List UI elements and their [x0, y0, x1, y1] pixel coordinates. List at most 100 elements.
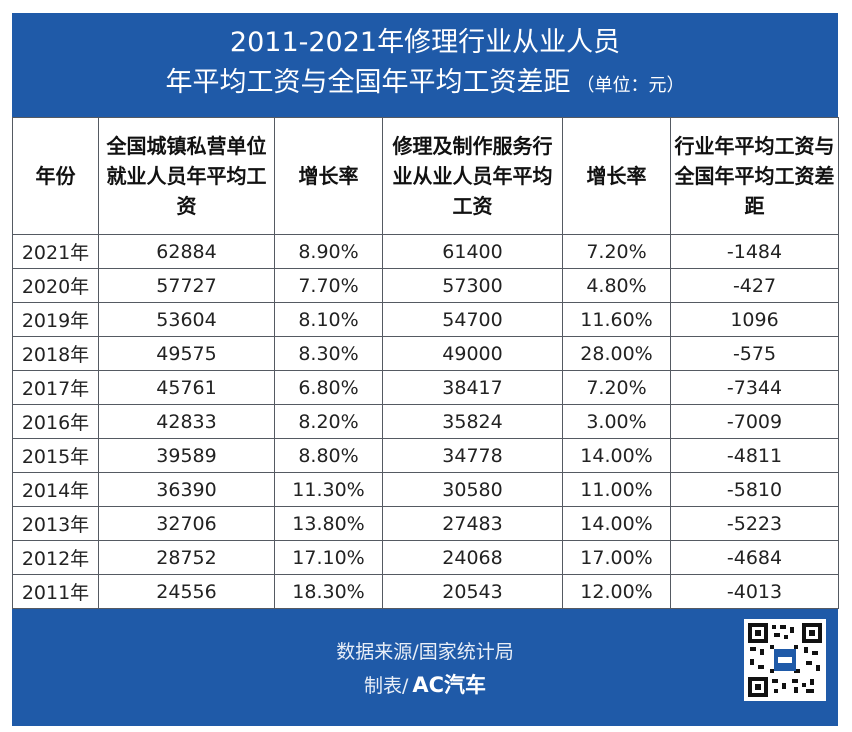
qr-code-graphic [748, 623, 822, 697]
cell-national-salary: 53604 [98, 302, 275, 337]
cell-repair-salary: 24068 [382, 540, 563, 575]
cell-repair-growth: 11.60% [562, 302, 671, 337]
cell-national-growth: 8.20% [274, 404, 383, 439]
cell-year: 2020年 [12, 268, 99, 303]
table-row: 2015年 39589 8.80% 34778 14.00% -4811 [12, 438, 839, 473]
cell-repair-salary: 61400 [382, 234, 563, 269]
table-row: 2017年 45761 6.80% 38417 7.20% -7344 [12, 370, 839, 405]
cell-national-growth: 18.30% [274, 574, 383, 609]
cell-repair-salary: 30580 [382, 472, 563, 507]
cell-national-salary: 49575 [98, 336, 275, 371]
title-line-1: 2011-2021年修理行业从业人员 [229, 27, 621, 58]
table-row: 2014年 36390 11.30% 30580 11.00% -5810 [12, 472, 839, 507]
page-title: 2011-2021年修理行业从业人员 年平均工资与全国年平均工资差距 （单位：元） [12, 23, 838, 106]
cell-year: 2016年 [12, 404, 99, 439]
cell-repair-salary: 38417 [382, 370, 563, 405]
cell-national-growth: 8.30% [274, 336, 383, 371]
table-row: 2018年 49575 8.30% 49000 28.00% -575 [12, 336, 839, 371]
table-header-row: 年份 全国城镇私营单位就业人员年平均工资 增长率 修理及制作服务行业从业人员年平… [12, 117, 839, 235]
title-line-2-text: 年平均工资与全国年平均工资差距 [165, 67, 571, 98]
cell-gap: -427 [670, 268, 839, 303]
cell-national-salary: 32706 [98, 506, 275, 541]
cell-gap: -5810 [670, 472, 839, 507]
cell-gap: -7009 [670, 404, 839, 439]
header-repair-growth: 增长率 [562, 117, 671, 235]
header-repair-salary: 修理及制作服务行业从业人员年平均工资 [382, 117, 563, 235]
cell-year: 2011年 [12, 574, 99, 609]
cell-year: 2021年 [12, 234, 99, 269]
table-row: 2021年 62884 8.90% 61400 7.20% -1484 [12, 234, 839, 269]
table-row: 2012年 28752 17.10% 24068 17.00% -4684 [12, 540, 839, 575]
cell-repair-salary: 57300 [382, 268, 563, 303]
cell-national-growth: 11.30% [274, 472, 383, 507]
cell-repair-salary: 35824 [382, 404, 563, 439]
data-table-container: 年份 全国城镇私营单位就业人员年平均工资 增长率 修理及制作服务行业从业人员年平… [12, 117, 839, 609]
cell-gap: -7344 [670, 370, 839, 405]
header-gap: 行业年平均工资与全国年平均工资差距 [670, 117, 839, 235]
header-national-salary: 全国城镇私营单位就业人员年平均工资 [98, 117, 275, 235]
cell-national-growth: 8.80% [274, 438, 383, 473]
cell-repair-growth: 28.00% [562, 336, 671, 371]
cell-gap: -5223 [670, 506, 839, 541]
cell-national-growth: 17.10% [274, 540, 383, 575]
cell-gap: -4684 [670, 540, 839, 575]
cell-national-growth: 8.90% [274, 234, 383, 269]
cell-year: 2015年 [12, 438, 99, 473]
header-national-growth: 增长率 [274, 117, 383, 235]
cell-repair-salary: 34778 [382, 438, 563, 473]
cell-gap: -1484 [670, 234, 839, 269]
table-row: 2016年 42833 8.20% 35824 3.00% -7009 [12, 404, 839, 439]
header-year: 年份 [12, 117, 99, 235]
table-row: 2011年 24556 18.30% 20543 12.00% -4013 [12, 574, 839, 609]
cell-repair-growth: 4.80% [562, 268, 671, 303]
cell-year: 2013年 [12, 506, 99, 541]
cell-repair-growth: 14.00% [562, 438, 671, 473]
cell-national-growth: 8.10% [274, 302, 383, 337]
table-row: 2013年 32706 13.80% 27483 14.00% -5223 [12, 506, 839, 541]
cell-repair-salary: 20543 [382, 574, 563, 609]
cell-repair-growth: 7.20% [562, 370, 671, 405]
cell-repair-salary: 49000 [382, 336, 563, 371]
table-row: 2020年 57727 7.70% 57300 4.80% -427 [12, 268, 839, 303]
cell-year: 2019年 [12, 302, 99, 337]
cell-repair-growth: 17.00% [562, 540, 671, 575]
cell-repair-salary: 54700 [382, 302, 563, 337]
cell-national-salary: 36390 [98, 472, 275, 507]
cell-year: 2018年 [12, 336, 99, 371]
cell-repair-growth: 3.00% [562, 404, 671, 439]
cell-national-salary: 42833 [98, 404, 275, 439]
cell-repair-growth: 14.00% [562, 506, 671, 541]
infographic-panel: 2011-2021年修理行业从业人员 年平均工资与全国年平均工资差距 （单位：元）… [12, 13, 839, 726]
cell-repair-salary: 27483 [382, 506, 563, 541]
cell-national-growth: 6.80% [274, 370, 383, 405]
cell-gap: -4811 [670, 438, 839, 473]
table-body: 2021年 62884 8.90% 61400 7.20% -1484 2020年 57727… [12, 234, 839, 609]
cell-year: 2014年 [12, 472, 99, 507]
cell-year: 2017年 [12, 370, 99, 405]
brand-logo: AC汽车 [412, 673, 487, 697]
data-table: 年份 全国城镇私营单位就业人员年平均工资 增长率 修理及制作服务行业从业人员年平… [12, 117, 839, 609]
cell-gap: -575 [670, 336, 839, 371]
table-row: 2019年 53604 8.10% 54700 11.60% 1096 [12, 302, 839, 337]
title-unit: （单位：元） [576, 75, 685, 96]
cell-repair-growth: 7.20% [562, 234, 671, 269]
qr-code-icon [744, 619, 826, 701]
cell-national-salary: 45761 [98, 370, 275, 405]
footer: 数据来源/国家统计局 制表/AC汽车 [12, 615, 838, 726]
cell-gap: -4013 [670, 574, 839, 609]
cell-year: 2012年 [12, 540, 99, 575]
cell-national-salary: 57727 [98, 268, 275, 303]
maker-note: 制表/AC汽车 [12, 669, 838, 699]
cell-national-growth: 7.70% [274, 268, 383, 303]
cell-repair-growth: 12.00% [562, 574, 671, 609]
cell-national-growth: 13.80% [274, 506, 383, 541]
cell-national-salary: 39589 [98, 438, 275, 473]
cell-national-salary: 24556 [98, 574, 275, 609]
maker-label: 制表/ [363, 675, 409, 697]
cell-repair-growth: 11.00% [562, 472, 671, 507]
cell-national-salary: 28752 [98, 540, 275, 575]
cell-national-salary: 62884 [98, 234, 275, 269]
source-note: 数据来源/国家统计局 [336, 641, 514, 663]
cell-gap: 1096 [670, 302, 839, 337]
